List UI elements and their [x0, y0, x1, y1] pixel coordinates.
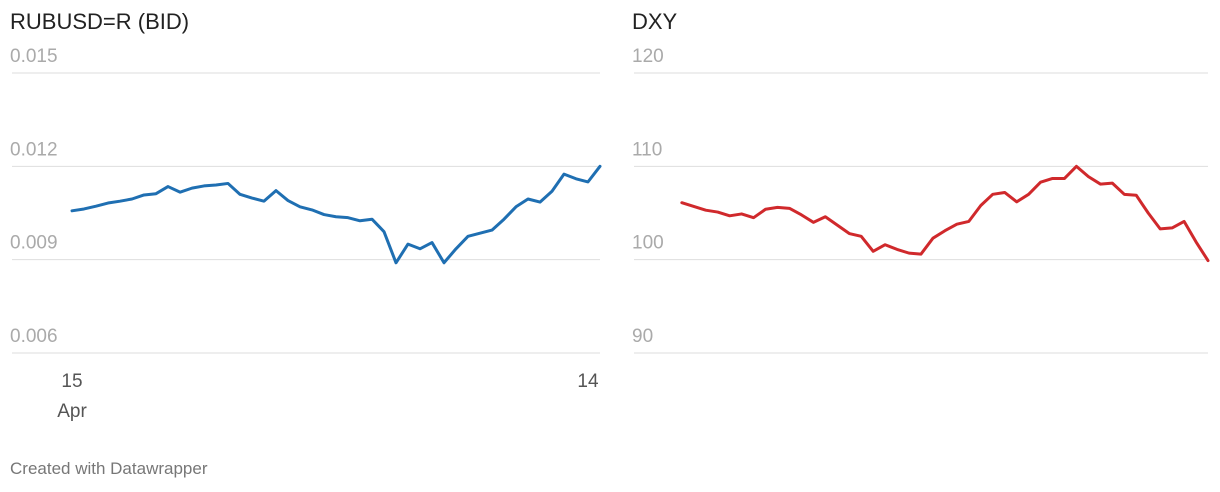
- y-tick-label: 0.012: [10, 139, 58, 160]
- x-tick-label: 15: [61, 371, 82, 392]
- credit: Created with Datawrapper: [10, 459, 208, 478]
- y-tick-label: 90: [632, 326, 653, 347]
- chart-title: DXY: [632, 9, 678, 34]
- y-tick-label: 120: [632, 46, 664, 67]
- y-tick-label: 100: [632, 233, 664, 254]
- chart-title: RUBUSD=R (BID): [10, 9, 189, 34]
- y-tick-label: 0.015: [10, 46, 58, 67]
- line-series: [70, 164, 602, 265]
- y-tick-label: 0.009: [10, 233, 58, 254]
- line-series: [680, 164, 1210, 263]
- y-tick-label: 110: [632, 139, 662, 160]
- x-tick-label: 14: [577, 371, 599, 392]
- y-tick-label: 0.006: [10, 326, 58, 347]
- x-tick-sublabel: Apr: [57, 401, 87, 422]
